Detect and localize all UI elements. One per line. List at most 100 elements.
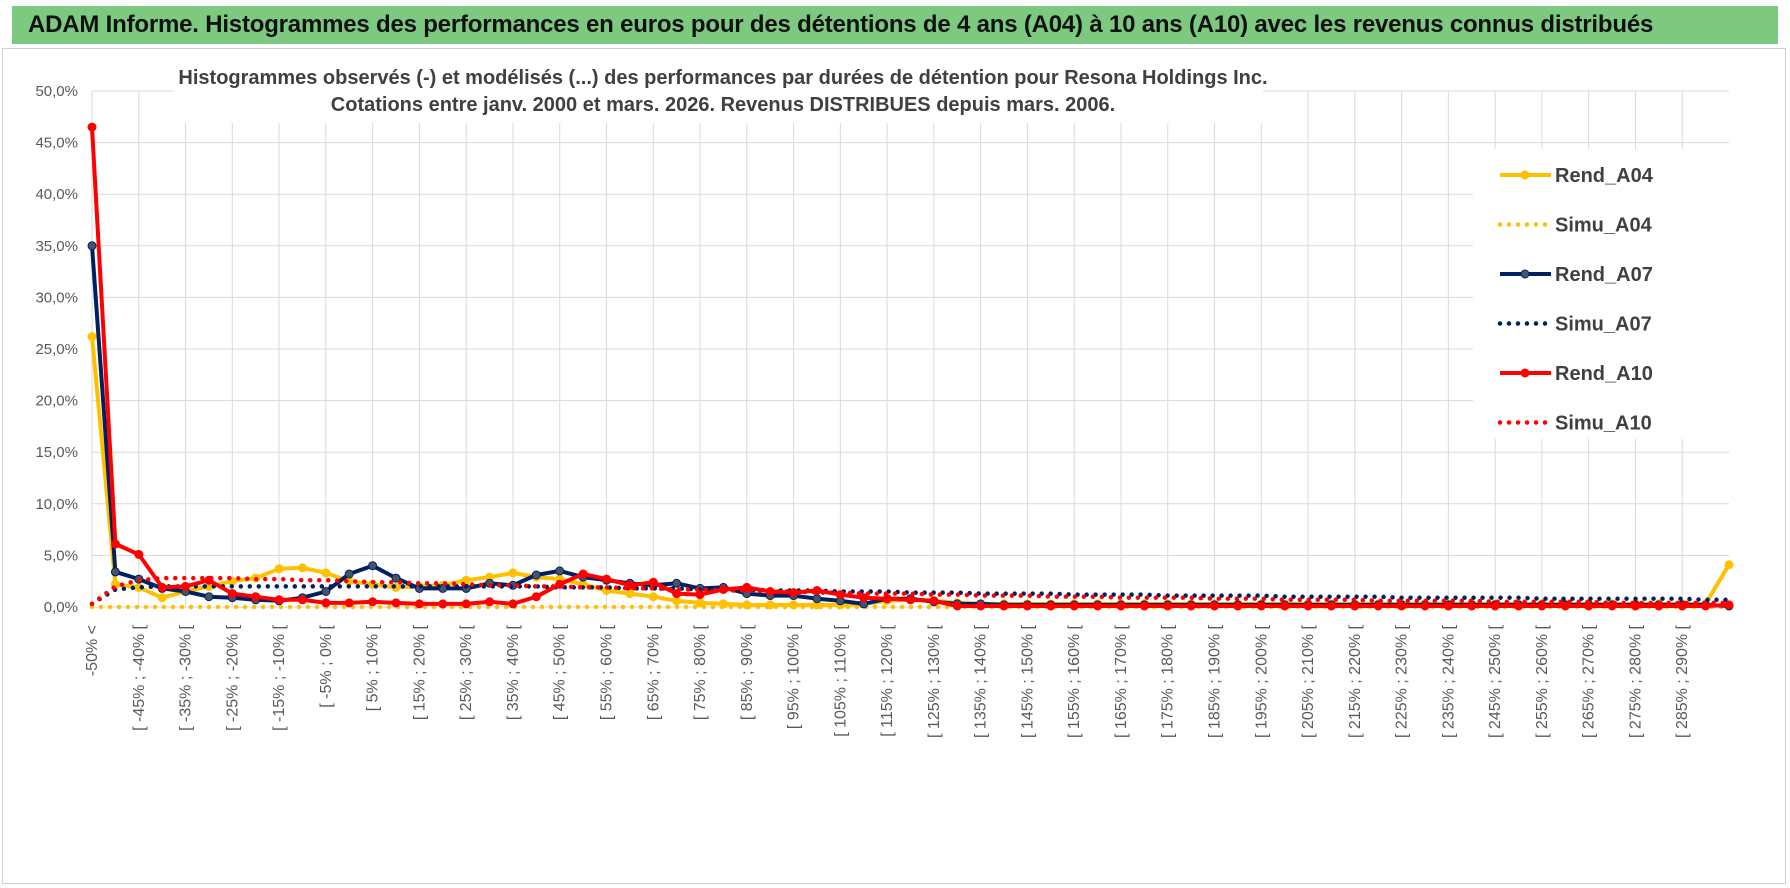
y-tick-label: 45,0% — [35, 135, 78, 152]
y-tick-label: 25,0% — [35, 341, 78, 358]
data-point-rend-a10 — [625, 580, 635, 590]
data-point-rend-a10 — [999, 601, 1009, 611]
x-tick-label: [ 285% ; 290% [ — [1674, 624, 1691, 738]
data-point-rend-a10 — [1163, 601, 1173, 611]
data-point-rend-a07 — [110, 567, 120, 577]
data-point-rend-a10 — [157, 582, 167, 592]
data-point-rend-a07 — [87, 241, 97, 251]
data-point-rend-a10 — [1139, 601, 1149, 611]
y-tick-label: 50,0% — [35, 83, 78, 100]
data-point-rend-a10 — [391, 598, 401, 608]
data-point-rend-a04 — [508, 568, 518, 578]
data-point-rend-a10 — [1326, 601, 1336, 611]
data-point-rend-a10 — [1256, 601, 1266, 611]
x-tick-label: [ 195% ; 200% [ — [1253, 624, 1270, 738]
data-point-rend-a10 — [1350, 601, 1360, 611]
data-point-rend-a10 — [368, 597, 378, 607]
data-point-rend-a10 — [1560, 601, 1570, 611]
data-point-rend-a10 — [134, 549, 144, 559]
data-point-rend-a10 — [485, 597, 495, 607]
data-point-rend-a10 — [602, 574, 611, 584]
chart-title-line1: Histogrammes observés (-) et modélisés (… — [178, 67, 1267, 89]
data-point-rend-a10 — [298, 595, 307, 605]
x-tick-label: [ 55% ; 60% [ — [598, 624, 615, 720]
x-tick-label: [ 245% ; 250% [ — [1487, 624, 1504, 738]
x-tick-label: [ 125% ; 130% [ — [926, 624, 943, 738]
legend-label-simu-a07: Simu_A07 — [1555, 314, 1652, 336]
x-tick-label: [ 165% ; 170% [ — [1113, 624, 1130, 738]
data-point-rend-a10 — [461, 599, 471, 609]
x-tick-label: [ 45% ; 50% [ — [552, 624, 569, 720]
data-point-rend-a04 — [298, 563, 307, 573]
data-point-rend-a10 — [181, 581, 190, 591]
data-point-rend-a10 — [1677, 601, 1687, 611]
series-line-simu-a07 — [89, 584, 1732, 607]
legend-label-simu-a10: Simu_A10 — [1555, 413, 1652, 435]
data-point-rend-a10 — [929, 596, 939, 606]
x-tick-label: [ 115% ; 120% [ — [879, 624, 896, 736]
data-point-rend-a10 — [1490, 601, 1500, 611]
data-point-rend-a04 — [625, 589, 635, 599]
data-point-rend-a04 — [321, 568, 331, 578]
data-point-rend-a10 — [1093, 601, 1103, 611]
data-point-rend-a10 — [976, 601, 986, 611]
x-tick-label: [ -25% ; -20% [ — [224, 624, 241, 730]
data-point-rend-a07 — [344, 569, 354, 579]
data-point-rend-a10 — [1724, 600, 1734, 610]
x-tick-label: [ 105% ; 110% [ — [832, 624, 849, 736]
legend-marker-rend-a10 — [1520, 368, 1530, 378]
x-tick-label: [ 275% ; 280% [ — [1627, 624, 1644, 738]
data-point-rend-a10 — [952, 601, 962, 611]
data-point-rend-a04 — [1724, 560, 1734, 570]
data-point-rend-a04 — [648, 592, 658, 602]
x-tick-label: [ -15% ; -10% [ — [271, 624, 288, 730]
series-line-simu-a10 — [89, 575, 1732, 607]
legend-background — [1473, 149, 1735, 439]
data-point-rend-a10 — [906, 595, 915, 605]
x-tick-label: [ 85% ; 90% [ — [739, 624, 756, 720]
data-point-rend-a07 — [391, 573, 401, 583]
x-tick-label: [ 65% ; 70% [ — [645, 624, 662, 720]
y-tick-label: 40,0% — [35, 186, 78, 203]
data-point-rend-a10 — [1046, 601, 1056, 611]
y-tick-label: 30,0% — [35, 289, 78, 306]
data-point-rend-a07 — [321, 587, 331, 596]
x-tick-label: [ 145% ; 150% [ — [1019, 624, 1036, 738]
report-banner: ADAM Informe. Histogrammes des performan… — [12, 6, 1778, 44]
x-tick-label: [ 95% ; 100% [ — [786, 624, 803, 729]
data-point-rend-a10 — [110, 539, 120, 549]
data-point-rend-a10 — [1116, 601, 1126, 611]
data-point-rend-a10 — [438, 599, 448, 609]
legend-label-rend-a10: Rend_A10 — [1555, 363, 1653, 385]
y-axis: 0,0% 5,0% 10,0% 15,0% 20,0% 25,0% 30,0% 35,0% 40… — [35, 83, 78, 616]
data-point-rend-a10 — [508, 599, 518, 609]
data-point-rend-a10 — [227, 589, 237, 599]
data-point-rend-a07 — [812, 594, 822, 604]
y-tick-label: 15,0% — [35, 444, 78, 461]
data-point-rend-a10 — [859, 593, 869, 603]
data-point-rend-a10 — [1233, 601, 1243, 611]
legend: Rend_A04 Simu_A04 Rend_A07 Simu_A07 Rend_A10… — [1497, 165, 1654, 435]
data-point-rend-a10 — [648, 577, 658, 587]
x-tick-label: [ 235% ; 240% [ — [1440, 624, 1457, 738]
report-title: ADAM Informe. Histogrammes des performan… — [28, 11, 1654, 38]
data-point-rend-a07 — [204, 592, 214, 602]
x-tick-label: -50% < — [84, 625, 101, 676]
x-tick-label: [ 205% ; 210% [ — [1300, 624, 1317, 738]
data-point-rend-a10 — [1514, 601, 1523, 611]
data-point-rend-a10 — [1303, 601, 1313, 611]
legend-marker-rend-a04 — [1520, 170, 1530, 180]
x-axis: -50% < [ -45% ; -40% [[ -35% ; -30% [[ -2… — [84, 624, 1691, 738]
data-point-rend-a10 — [695, 590, 705, 600]
x-tick-label: [ -45% ; -40% [ — [131, 624, 148, 730]
histogram-chart: 0,0% 5,0% 10,0% 15,0% 20,0% 25,0% 30,0% 35,0% 40… — [35, 59, 1735, 738]
chart-area: 0,0% 5,0% 10,0% 15,0% 20,0% 25,0% 30,0% 35,0% 40… — [2, 48, 1786, 884]
y-tick-label: 10,0% — [35, 496, 78, 513]
data-point-rend-a10 — [414, 599, 424, 609]
data-point-rend-a10 — [1022, 601, 1032, 611]
data-point-rend-a04 — [87, 332, 97, 342]
data-point-rend-a10 — [1186, 601, 1196, 611]
data-point-rend-a10 — [87, 122, 97, 132]
data-point-rend-a07 — [672, 578, 682, 588]
x-tick-label: [ 215% ; 220% [ — [1347, 624, 1364, 738]
